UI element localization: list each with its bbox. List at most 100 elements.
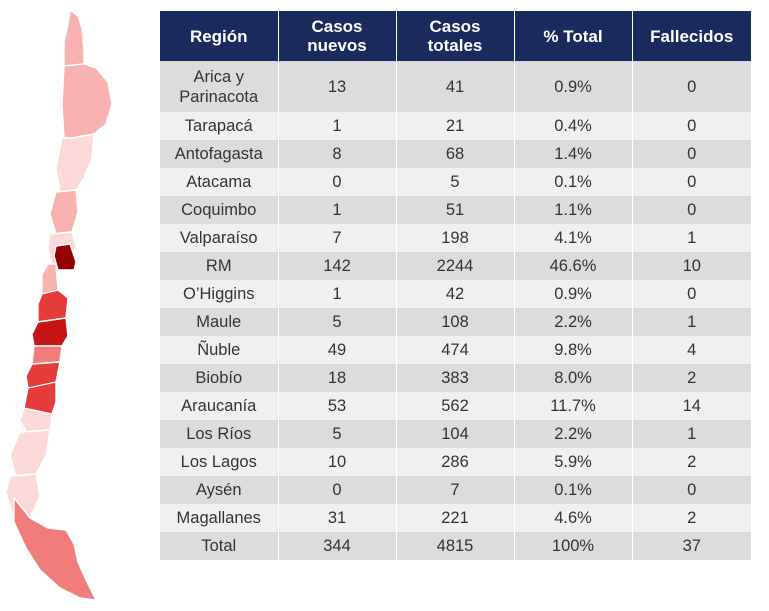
header-region: Región — [160, 11, 278, 61]
cell-fallecidos: 0 — [631, 280, 751, 308]
cell-region: Araucanía — [160, 392, 278, 420]
header-casos-totales: Casos totales — [395, 11, 514, 61]
chile-choropleth-map — [5, 9, 113, 601]
header-percent-total: % Total — [513, 11, 632, 61]
cell-fallecidos: 1 — [631, 224, 751, 252]
cell-casos-totales: 104 — [395, 420, 514, 448]
cell-percent-total: 1.1% — [513, 196, 632, 224]
region-ohiggins — [37, 289, 69, 323]
cell-casos-totales: 7 — [395, 476, 514, 504]
cell-region: Aysén — [160, 476, 278, 504]
cell-fallecidos: 10 — [631, 252, 751, 280]
cell-casos-totales: 42 — [395, 280, 514, 308]
cell-fallecidos: 0 — [631, 476, 751, 504]
table-header-row: Región Casos nuevos Casos totales% Total Fall… — [160, 11, 751, 61]
cell-casos-nuevos: 13 — [277, 61, 396, 112]
cell-casos-nuevos: 31 — [277, 504, 396, 532]
cell-percent-total: 4.6% — [513, 504, 632, 532]
table-row: Biobío 18 383 8.0% 2 — [160, 364, 751, 392]
cell-region: Valparaíso — [160, 224, 278, 252]
cell-casos-nuevos: 344 — [277, 532, 396, 560]
region-shapes — [5, 9, 113, 601]
cell-fallecidos: 0 — [631, 168, 751, 196]
cell-region: Tarapacá — [160, 112, 278, 140]
cell-casos-totales: 21 — [395, 112, 514, 140]
cell-percent-total: 1.4% — [513, 140, 632, 168]
cell-fallecidos: 14 — [631, 392, 751, 420]
table-row: Valparaíso 7 198 4.1% 1 — [160, 224, 751, 252]
cell-region: Biobío — [160, 364, 278, 392]
cell-casos-nuevos: 142 — [277, 252, 396, 280]
cell-percent-total: 0.9% — [513, 280, 632, 308]
table-row: O’Higgins 1 42 0.9% 0 — [160, 280, 751, 308]
cell-casos-totales: 5 — [395, 168, 514, 196]
region-magallanes — [13, 497, 97, 601]
cell-region: Ñuble — [160, 336, 278, 364]
table-row: RM 142 2244 46.6% 10 — [160, 252, 751, 280]
cell-casos-totales: 2244 — [395, 252, 514, 280]
cell-percent-total: 46.6% — [513, 252, 632, 280]
table-row: Arica y Parinacota 13 41 0.9% 0 — [160, 61, 751, 112]
cell-percent-total: 100% — [513, 532, 632, 560]
cell-casos-totales: 474 — [395, 336, 514, 364]
header-fallecidos: Fallecidos — [631, 11, 751, 61]
region-rm — [53, 243, 77, 271]
cell-casos-totales: 41 — [395, 61, 514, 112]
cell-region: Coquimbo — [160, 196, 278, 224]
cell-casos-totales: 383 — [395, 364, 514, 392]
cell-fallecidos: 37 — [631, 532, 751, 560]
region-arica-y-parinacota — [63, 9, 85, 67]
cell-casos-nuevos: 0 — [277, 168, 396, 196]
cell-percent-total: 4.1% — [513, 224, 632, 252]
region-valparaiso — [41, 263, 59, 295]
cell-casos-totales: 198 — [395, 224, 514, 252]
cell-fallecidos: 0 — [631, 196, 751, 224]
cell-casos-totales: 221 — [395, 504, 514, 532]
table-row: Los Lagos 10 286 5.9% 2 — [160, 448, 751, 476]
table-row: Araucanía 53 562 11.7% 14 — [160, 392, 751, 420]
cell-fallecidos: 2 — [631, 364, 751, 392]
region-atacama — [49, 189, 79, 235]
cell-region: Los Ríos — [160, 420, 278, 448]
cell-region: Antofagasta — [160, 140, 278, 168]
region-los-lagos — [9, 429, 51, 477]
cell-fallecidos: 0 — [631, 61, 751, 112]
cell-percent-total: 0.4% — [513, 112, 632, 140]
region-antofagasta — [55, 133, 95, 193]
cell-casos-nuevos: 7 — [277, 224, 396, 252]
table-row: Ñuble 49 474 9.8% 4 — [160, 336, 751, 364]
cell-casos-nuevos: 49 — [277, 336, 396, 364]
cell-casos-totales: 68 — [395, 140, 514, 168]
cell-percent-total: 0.1% — [513, 168, 632, 196]
cell-fallecidos: 1 — [631, 420, 751, 448]
region-maule — [31, 317, 69, 347]
table-row: Coquimbo 1 51 1.1% 0 — [160, 196, 751, 224]
cell-fallecidos: 0 — [631, 140, 751, 168]
table-row: Maule 5 108 2.2% 1 — [160, 308, 751, 336]
cell-percent-total: 2.2% — [513, 420, 632, 448]
cell-casos-nuevos: 1 — [277, 280, 396, 308]
cell-casos-totales: 562 — [395, 392, 514, 420]
cell-region: Arica y Parinacota — [160, 61, 278, 112]
table-row: Los Ríos 5 104 2.2% 1 — [160, 420, 751, 448]
region-nuble — [31, 345, 63, 365]
cell-casos-nuevos: 1 — [277, 112, 396, 140]
cell-casos-totales: 4815 — [395, 532, 514, 560]
table-row: Atacama 0 5 0.1% 0 — [160, 168, 751, 196]
cell-casos-nuevos: 0 — [277, 476, 396, 504]
cell-percent-total: 2.2% — [513, 308, 632, 336]
cell-casos-nuevos: 18 — [277, 364, 396, 392]
region-tarapaca — [61, 63, 113, 139]
cell-percent-total: 0.1% — [513, 476, 632, 504]
cell-region: Magallanes — [160, 504, 278, 532]
table-body: Arica y Parinacota 13 41 0.9% 0 Tarapacá 1 21 0.4… — [160, 61, 751, 560]
cell-region: Maule — [160, 308, 278, 336]
cell-fallecidos: 4 — [631, 336, 751, 364]
cell-fallecidos: 0 — [631, 112, 751, 140]
cell-region: Atacama — [160, 168, 278, 196]
header-casos-nuevos: Casos nuevos — [277, 11, 396, 61]
cell-casos-nuevos: 53 — [277, 392, 396, 420]
cell-casos-totales: 108 — [395, 308, 514, 336]
cell-casos-totales: 286 — [395, 448, 514, 476]
cell-fallecidos: 1 — [631, 308, 751, 336]
